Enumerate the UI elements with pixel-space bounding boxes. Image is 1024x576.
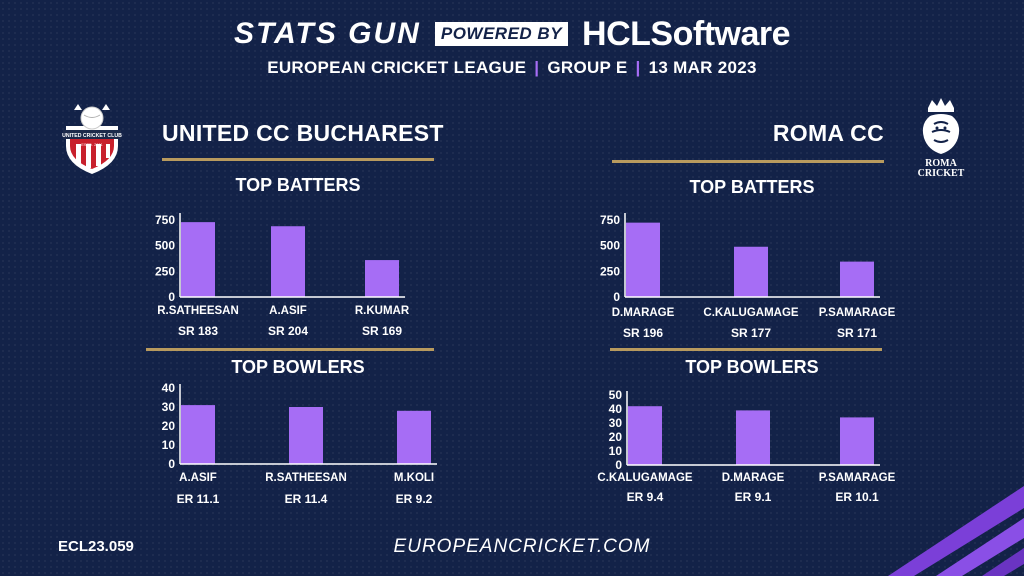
brand-row: STATS GUN POWERED BY HCLSoftware bbox=[0, 14, 1024, 54]
bar bbox=[626, 222, 660, 297]
bar bbox=[840, 261, 874, 297]
divider bbox=[610, 348, 882, 351]
category-label: P.SAMARAGE bbox=[819, 472, 896, 484]
bar bbox=[289, 407, 323, 464]
y-tick-label: 0 bbox=[168, 290, 175, 304]
separator: | bbox=[534, 58, 540, 77]
y-tick-label: 500 bbox=[600, 239, 620, 253]
y-tick-label: 30 bbox=[162, 400, 176, 414]
category-label: D.MARAGE bbox=[722, 472, 785, 484]
y-tick-label: 250 bbox=[600, 264, 620, 278]
bar bbox=[628, 406, 662, 465]
category-label: A.ASIF bbox=[269, 305, 307, 317]
stat-label: SR 204 bbox=[268, 324, 308, 338]
y-tick-label: 500 bbox=[155, 239, 175, 253]
bar bbox=[365, 260, 399, 297]
section-title-batters-right: TOP BATTERS bbox=[689, 177, 815, 197]
category-label: C.KALUGAMAGE bbox=[597, 472, 693, 484]
stat-label: SR 183 bbox=[178, 324, 218, 338]
team-name-left: UNITED CC BUCHAREST bbox=[162, 120, 444, 146]
batters-chart-right: 0 250 500 750 D.MARAGE SR 196 C.KALUGAMAGE SR 1… bbox=[600, 213, 896, 340]
stat-label: SR 171 bbox=[837, 326, 877, 340]
category-label: P.SAMARAGE bbox=[819, 307, 896, 319]
stat-label: ER 9.4 bbox=[627, 490, 664, 504]
y-tick-label: 10 bbox=[609, 444, 623, 458]
category-label: M.KOLI bbox=[394, 472, 434, 484]
logo-text: ROMA bbox=[925, 158, 957, 169]
stat-label: ER 11.4 bbox=[285, 492, 328, 506]
category-label: A.ASIF bbox=[179, 472, 217, 484]
bar bbox=[734, 246, 768, 297]
divider bbox=[146, 348, 434, 351]
match-code: ECL23.059 bbox=[58, 538, 134, 555]
y-tick-label: 30 bbox=[609, 416, 623, 430]
y-tick-label: 250 bbox=[155, 264, 175, 278]
league-name: EUROPEAN CRICKET LEAGUE bbox=[267, 58, 527, 77]
y-tick-label: 750 bbox=[600, 213, 620, 227]
bar bbox=[181, 222, 215, 297]
section-title-bowlers-right: TOP BOWLERS bbox=[685, 357, 819, 377]
stat-label: ER 9.2 bbox=[396, 492, 433, 506]
y-tick-label: 10 bbox=[162, 438, 176, 452]
separator: | bbox=[635, 58, 641, 77]
stat-label: SR 177 bbox=[731, 326, 771, 340]
match-date: 13 MAR 2023 bbox=[648, 58, 757, 77]
decorative-stripes bbox=[888, 486, 1024, 576]
bar bbox=[840, 417, 874, 465]
category-label: R.SATHEESAN bbox=[265, 472, 347, 484]
stat-label: SR 196 bbox=[623, 326, 663, 340]
category-label: C.KALUGAMAGE bbox=[703, 307, 799, 319]
y-tick-label: 0 bbox=[613, 290, 620, 304]
roma-cricket-logo: ROMA CRICKET bbox=[918, 98, 965, 179]
logo-text: UNITED CRICKET CLUB bbox=[62, 133, 122, 139]
y-tick-label: 0 bbox=[615, 458, 622, 472]
united-cricket-club-logo: UNITED CRICKET CLUB ESTD. 2011 bbox=[62, 104, 122, 174]
divider bbox=[612, 160, 884, 163]
bar bbox=[397, 410, 431, 464]
stat-label: ER 9.1 bbox=[735, 490, 772, 504]
team-name-right: ROMA CC bbox=[772, 120, 884, 146]
sponsor-logo: HCLSoftware bbox=[582, 14, 791, 53]
y-tick-label: 750 bbox=[155, 213, 175, 227]
stat-label: SR 169 bbox=[362, 324, 402, 338]
bar bbox=[181, 405, 215, 464]
match-info: EUROPEAN CRICKET LEAGUE | GROUP E | 13 M… bbox=[0, 58, 1024, 78]
logo-estd: ESTD. 2011 bbox=[81, 142, 103, 147]
divider bbox=[162, 158, 434, 161]
powered-by-badge: POWERED BY bbox=[434, 22, 569, 46]
y-tick-label: 20 bbox=[162, 419, 176, 433]
header: STATS GUN POWERED BY HCLSoftware EUROPEA… bbox=[0, 14, 1024, 78]
section-title-bowlers-left: TOP BOWLERS bbox=[231, 357, 365, 377]
logo-text: CRICKET bbox=[918, 168, 965, 179]
y-tick-label: 40 bbox=[609, 402, 623, 416]
stats-gun-logo: STATS GUN bbox=[233, 17, 421, 50]
website-link[interactable]: EUROPEANCRICKET.COM bbox=[393, 536, 651, 557]
y-tick-label: 0 bbox=[168, 457, 175, 471]
batters-chart-left: 0 250 500 750 R.SATHEESAN SR 183 A.ASIF SR 204 R… bbox=[155, 213, 410, 338]
category-label: D.MARAGE bbox=[612, 307, 675, 319]
stat-label: ER 11.1 bbox=[177, 492, 220, 506]
y-tick-label: 50 bbox=[609, 388, 623, 402]
stat-label: ER 10.1 bbox=[835, 490, 879, 504]
y-tick-label: 20 bbox=[609, 430, 623, 444]
section-title-batters-left: TOP BATTERS bbox=[235, 175, 361, 195]
y-tick-label: 40 bbox=[162, 381, 176, 395]
category-label: R.SATHEESAN bbox=[157, 305, 239, 317]
group-name: GROUP E bbox=[547, 58, 628, 77]
category-label: R.KUMAR bbox=[355, 305, 410, 317]
bowlers-chart-left: 0 10 20 30 40 A.ASIF ER 11.1 R.SATHEESAN ER 11.4… bbox=[162, 381, 437, 506]
bar bbox=[736, 410, 770, 465]
bar bbox=[271, 226, 305, 297]
